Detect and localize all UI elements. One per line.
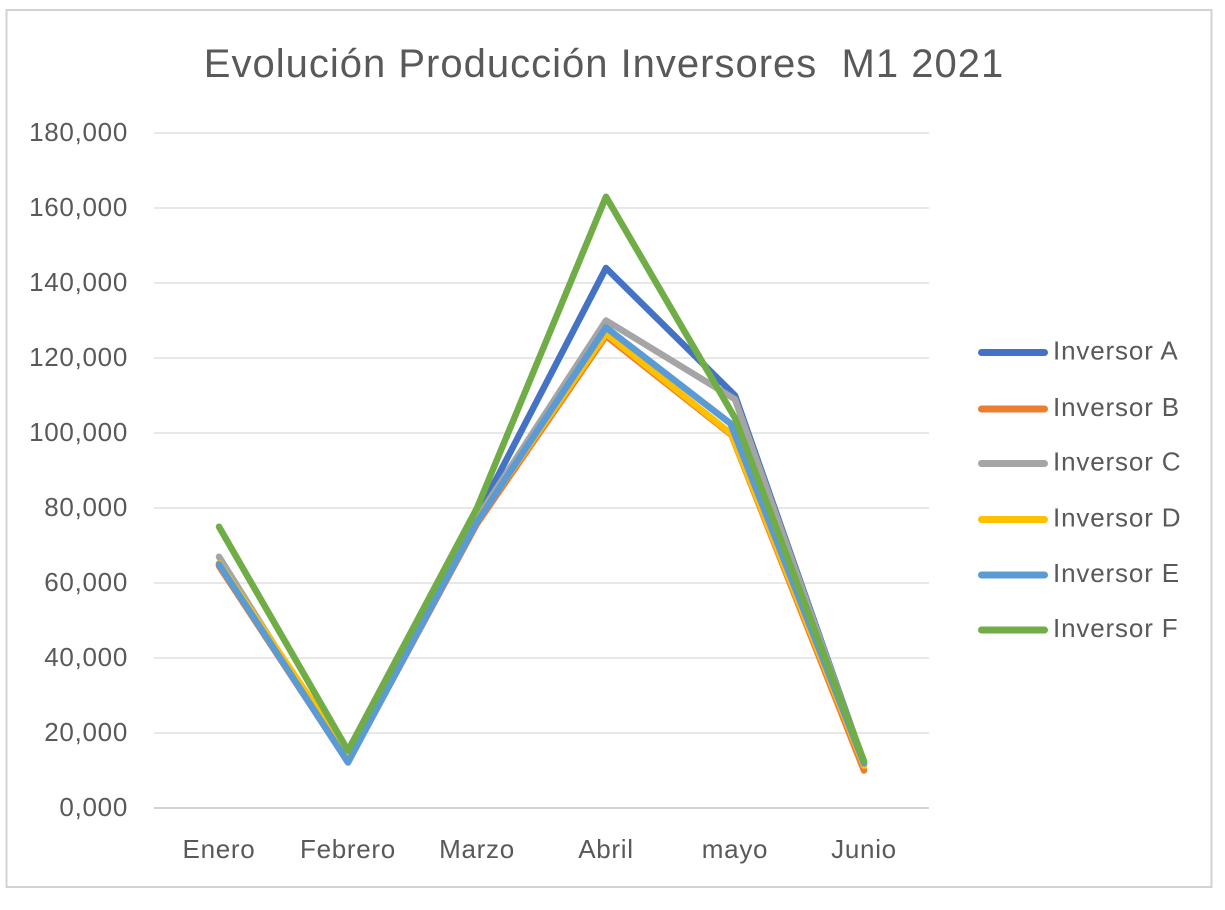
svg-text:Inversor D: Inversor D xyxy=(1053,503,1181,533)
svg-text:Inversor C: Inversor C xyxy=(1053,447,1181,477)
svg-text:Febrero: Febrero xyxy=(300,834,396,864)
svg-text:140,000: 140,000 xyxy=(29,267,128,297)
svg-text:100,000: 100,000 xyxy=(29,417,128,447)
svg-text:Inversor A: Inversor A xyxy=(1053,336,1179,366)
svg-text:Inversor B: Inversor B xyxy=(1053,392,1180,422)
svg-text:120,000: 120,000 xyxy=(29,342,128,372)
svg-text:0,000: 0,000 xyxy=(59,792,128,822)
svg-text:Marzo: Marzo xyxy=(439,834,515,864)
svg-text:20,000: 20,000 xyxy=(44,717,128,747)
svg-text:Enero: Enero xyxy=(183,834,256,864)
svg-text:Inversor F: Inversor F xyxy=(1053,613,1179,643)
svg-text:160,000: 160,000 xyxy=(29,192,128,222)
svg-text:Junio: Junio xyxy=(831,834,897,864)
svg-text:Evolución Producción Inversore: Evolución Producción Inversores M1 2021 xyxy=(204,42,1004,86)
svg-text:Inversor E: Inversor E xyxy=(1053,558,1180,588)
svg-text:mayo: mayo xyxy=(702,834,768,864)
svg-text:180,000: 180,000 xyxy=(29,117,128,147)
svg-text:40,000: 40,000 xyxy=(44,642,128,672)
svg-text:80,000: 80,000 xyxy=(44,492,128,522)
svg-text:Abril: Abril xyxy=(578,834,634,864)
svg-text:60,000: 60,000 xyxy=(44,567,128,597)
